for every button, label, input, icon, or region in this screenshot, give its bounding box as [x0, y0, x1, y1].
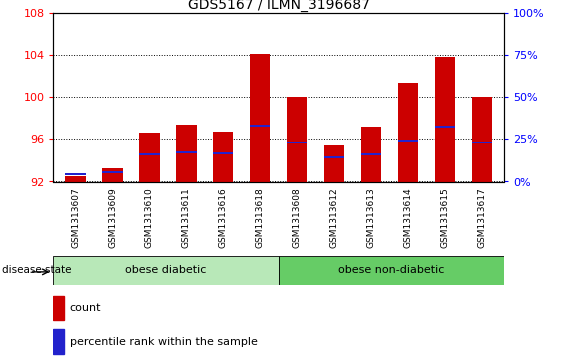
Text: disease state: disease state: [2, 265, 71, 276]
Text: GSM1313610: GSM1313610: [145, 187, 154, 248]
Bar: [287, 97, 307, 182]
Bar: [53, 295, 64, 321]
Bar: [139, 153, 160, 155]
Bar: [397, 140, 418, 142]
Text: obese non-diabetic: obese non-diabetic: [338, 265, 444, 276]
Text: GSM1313611: GSM1313611: [182, 187, 191, 248]
Bar: [324, 144, 344, 182]
Bar: [435, 57, 455, 182]
Bar: [53, 256, 279, 285]
Text: GSM1313614: GSM1313614: [404, 187, 413, 248]
Text: GSM1313615: GSM1313615: [440, 187, 449, 248]
Text: GSM1313608: GSM1313608: [293, 187, 302, 248]
Text: GSM1313607: GSM1313607: [71, 187, 80, 248]
Bar: [287, 142, 307, 143]
Bar: [472, 97, 492, 182]
Text: GSM1313616: GSM1313616: [219, 187, 228, 248]
Text: GSM1313617: GSM1313617: [477, 187, 486, 248]
Bar: [472, 142, 492, 143]
Bar: [176, 151, 196, 153]
Text: obese diabetic: obese diabetic: [126, 265, 207, 276]
Bar: [397, 83, 418, 182]
Bar: [65, 173, 86, 175]
Bar: [361, 127, 381, 182]
Text: percentile rank within the sample: percentile rank within the sample: [70, 337, 258, 347]
Text: GSM1313609: GSM1313609: [108, 187, 117, 248]
Title: GDS5167 / ILMN_3196687: GDS5167 / ILMN_3196687: [187, 0, 370, 12]
Bar: [213, 132, 234, 182]
Text: count: count: [70, 303, 101, 313]
Text: GSM1313618: GSM1313618: [256, 187, 265, 248]
Text: GSM1313613: GSM1313613: [367, 187, 376, 248]
Text: GSM1313612: GSM1313612: [329, 187, 338, 248]
Bar: [324, 156, 344, 158]
Bar: [176, 125, 196, 182]
Bar: [139, 133, 160, 182]
Bar: [53, 329, 64, 354]
Bar: [102, 171, 123, 173]
Bar: [435, 126, 455, 127]
Bar: [361, 153, 381, 155]
Bar: [213, 152, 234, 154]
Bar: [65, 176, 86, 182]
Bar: [279, 256, 504, 285]
Bar: [250, 125, 270, 127]
Bar: [102, 168, 123, 182]
Bar: [250, 54, 270, 182]
